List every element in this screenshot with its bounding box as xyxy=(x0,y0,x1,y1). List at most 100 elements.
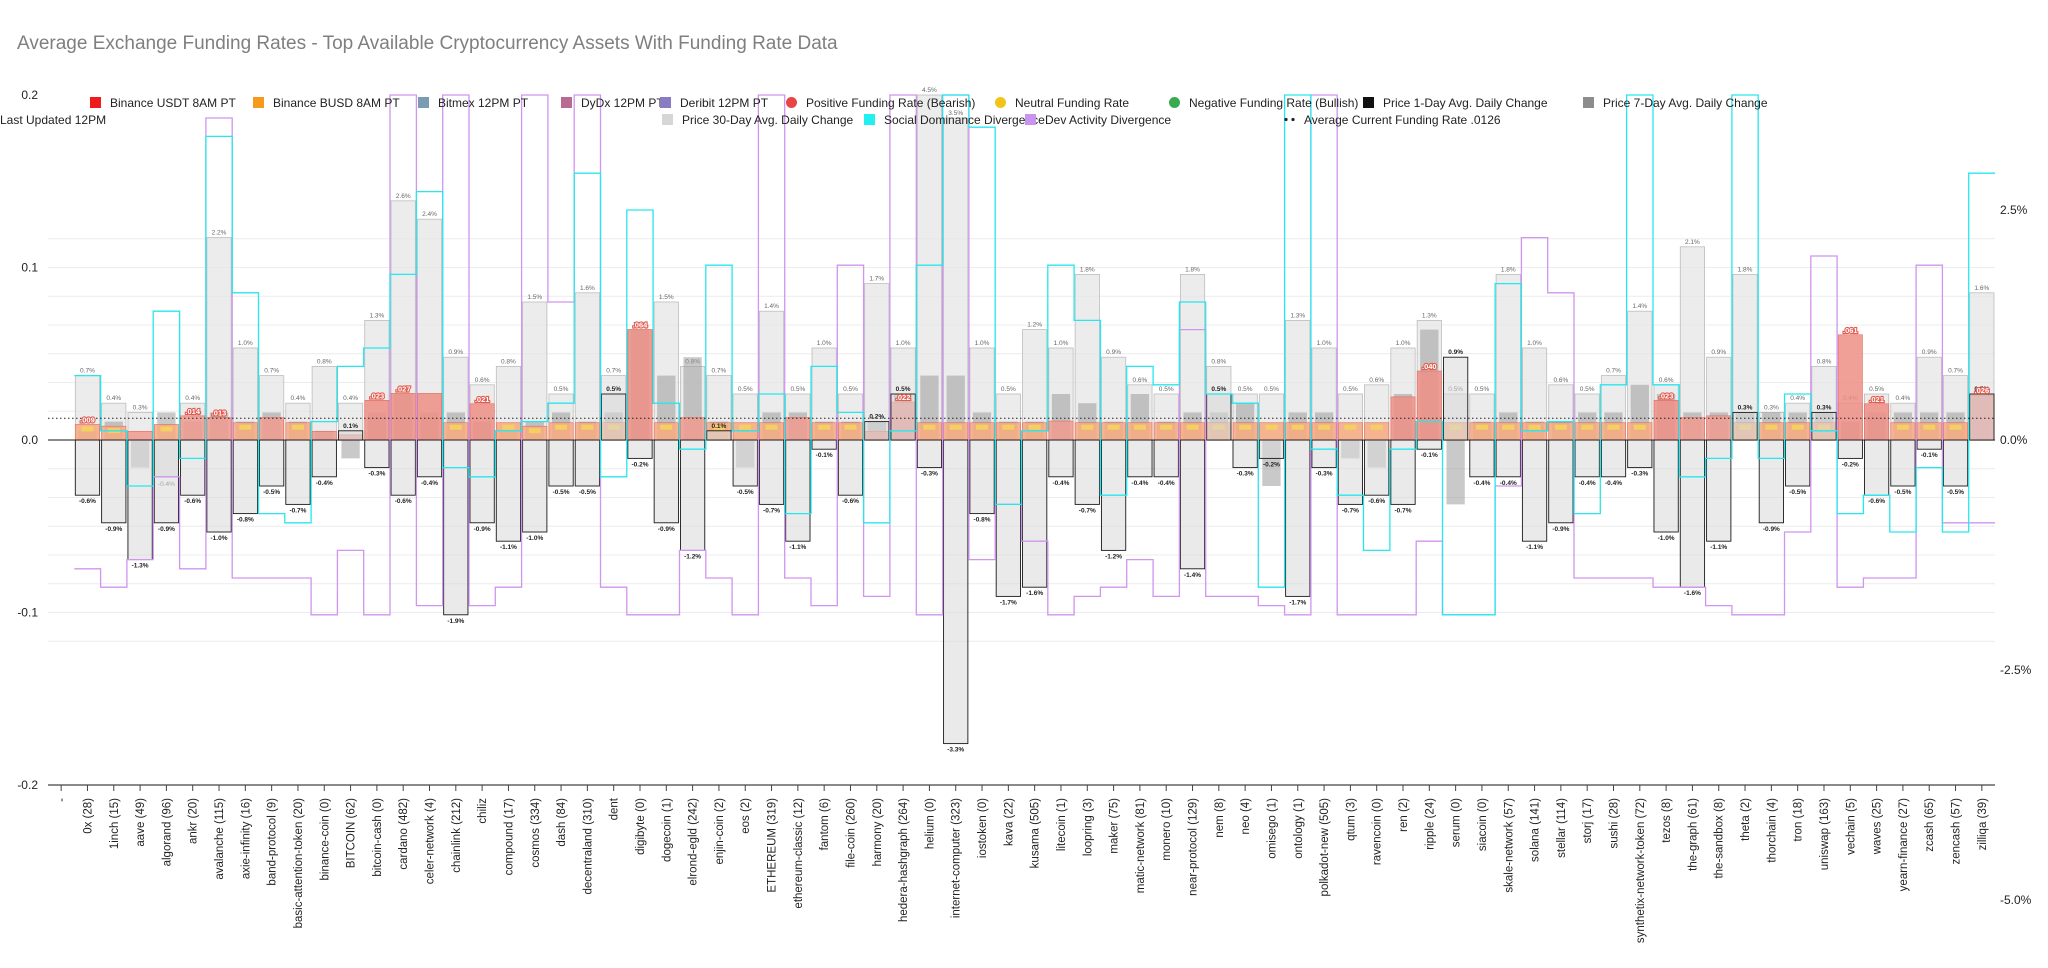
price-1d-bar xyxy=(1311,439,1337,469)
price-30d-label: 0.5% xyxy=(1343,386,1358,393)
legend-item: Price 7-Day Avg. Daily Change xyxy=(1583,96,1768,110)
legend-label: Deribit 12PM PT xyxy=(680,96,769,110)
price-1d-label: -1.3% xyxy=(132,563,149,570)
x-tick-label: eos (2) xyxy=(740,798,752,834)
x-tick-label: band-protocol (9) xyxy=(267,798,279,886)
price-1d-label: -0.6% xyxy=(1868,498,1885,505)
price-30d-label: 0.5% xyxy=(1238,386,1253,393)
price-1d-label: 0.5% xyxy=(606,386,621,393)
funding-rate-bar xyxy=(627,329,653,441)
x-tick-label: ontology (1) xyxy=(1293,798,1305,859)
price-30d-label: 0.7% xyxy=(712,368,727,375)
price-30d-label: 2.2% xyxy=(212,230,227,237)
x-tick-label: solana (141) xyxy=(1530,798,1542,862)
price-1d-label: -0.5% xyxy=(579,489,596,496)
price-1d-bar xyxy=(232,439,258,515)
neutral-marker xyxy=(1344,424,1357,430)
neutral-marker xyxy=(1502,424,1515,430)
price-1d-bar xyxy=(758,439,785,505)
neutral-marker xyxy=(1765,424,1778,430)
price-30d-label: 0.5% xyxy=(1580,386,1595,393)
price-30d-label: 0.9% xyxy=(1922,349,1937,356)
price-30d-label: 0.8% xyxy=(501,358,516,365)
price-1d-label: -0.7% xyxy=(763,507,780,514)
price-1d-bar xyxy=(1706,439,1732,542)
neutral-marker xyxy=(1607,424,1620,430)
x-tick-label: compound (17) xyxy=(503,798,515,876)
price-1d-label: -0.1% xyxy=(1921,452,1938,459)
neutral-marker xyxy=(81,426,94,432)
x-tick-label: near-protocol (129) xyxy=(1188,798,1200,896)
price-1d-bar xyxy=(74,439,101,496)
price-30d-label: 0.6% xyxy=(475,377,490,384)
price-1d-bar xyxy=(337,430,364,441)
rate-label: .026 xyxy=(1975,386,1990,395)
x-tick-label: enjin-coin (2) xyxy=(714,798,726,865)
price-30d-label: 2.6% xyxy=(396,193,411,200)
price-1d-bar xyxy=(416,439,443,478)
price-30d-label: 1.5% xyxy=(659,294,674,301)
price-1d-bar xyxy=(1837,439,1863,459)
price-1d-label: -0.3% xyxy=(1237,471,1254,478)
price-30d-label: 1.2% xyxy=(1027,322,1042,329)
price-30d-label: 1.5% xyxy=(527,294,542,301)
x-tick-label: - xyxy=(56,798,68,802)
x-tick-label: monero (10) xyxy=(1161,798,1173,861)
price-1d-bar xyxy=(206,439,232,533)
x-tick-label: bitcoin-cash (0) xyxy=(372,798,384,877)
price-30d-label: 0.6% xyxy=(1369,377,1384,384)
price-30d-label: 0.7% xyxy=(1606,368,1621,375)
legend-swatch xyxy=(995,97,1006,108)
price-1d-label: -0.4% xyxy=(1605,480,1622,487)
x-tick-label: chiliz xyxy=(477,798,489,824)
funding-rate-bar xyxy=(785,417,811,441)
price-30d-label: 0.5% xyxy=(843,386,858,393)
price-1d-label: 0.5% xyxy=(1211,386,1226,393)
x-tick-label: maker (75) xyxy=(1109,798,1121,854)
legend-label: Neutral Funding Rate xyxy=(1015,96,1129,110)
price-1d-label: -0.2% xyxy=(1842,461,1859,468)
price-1d-bar xyxy=(153,439,180,524)
price-1d-bar xyxy=(837,439,864,496)
price-1d-label: -0.8% xyxy=(237,517,254,524)
funding-rate-bar xyxy=(1416,370,1442,441)
x-tick-label: 0x (28) xyxy=(82,798,94,834)
price-1d-bar xyxy=(706,430,732,441)
rate-label: .022 xyxy=(896,393,911,402)
funding-rate-bar xyxy=(127,431,153,441)
price-1d-bar xyxy=(627,439,653,459)
legend-swatch xyxy=(662,114,673,125)
legend-item: Deribit 12PM PT xyxy=(660,96,769,110)
price-1d-bar xyxy=(469,439,495,524)
price-30d-label: 0.4% xyxy=(291,395,306,402)
price-1d-bar xyxy=(1732,411,1758,441)
price-1d-label: -0.4% xyxy=(1052,480,1069,487)
price-1d-bar xyxy=(1443,356,1469,441)
legend-item: Price 30-Day Avg. Daily Change xyxy=(662,113,854,127)
legend-item: Last Updated 12PM xyxy=(0,113,106,127)
legend-swatch xyxy=(561,97,572,108)
price-1d-bar xyxy=(548,439,574,487)
x-tick-label: dash (84) xyxy=(556,798,568,847)
neutral-marker xyxy=(1554,424,1567,430)
funding-rate-bar xyxy=(206,417,232,441)
x-tick-label: fantom (6) xyxy=(819,798,831,851)
price-1d-label: -0.4% xyxy=(1158,480,1175,487)
x-tick-label: omisego (1) xyxy=(1266,798,1278,859)
neutral-marker xyxy=(1318,424,1331,430)
neutral-marker xyxy=(1475,424,1488,430)
price-1d-label: -1.7% xyxy=(1000,599,1017,606)
legend-item: Positive Funding Rate (Bearish) xyxy=(786,96,975,110)
rate-label: .027 xyxy=(396,384,411,393)
neutral-marker xyxy=(1186,424,1199,430)
funding-rate-bar xyxy=(390,393,416,441)
funding-rate-bar xyxy=(1864,403,1890,441)
funding-rate-bar xyxy=(1679,417,1705,441)
legend-label: Bitmex 12PM PT xyxy=(438,96,529,110)
x-tick-label: vechain (5) xyxy=(1845,798,1857,855)
price-30d-label: 1.0% xyxy=(1054,340,1069,347)
price-1d-label: -1.1% xyxy=(1710,544,1727,551)
price-1d-label: 0.3% xyxy=(1738,404,1753,411)
legend-label: Average Current Funding Rate .0126 xyxy=(1304,113,1501,127)
